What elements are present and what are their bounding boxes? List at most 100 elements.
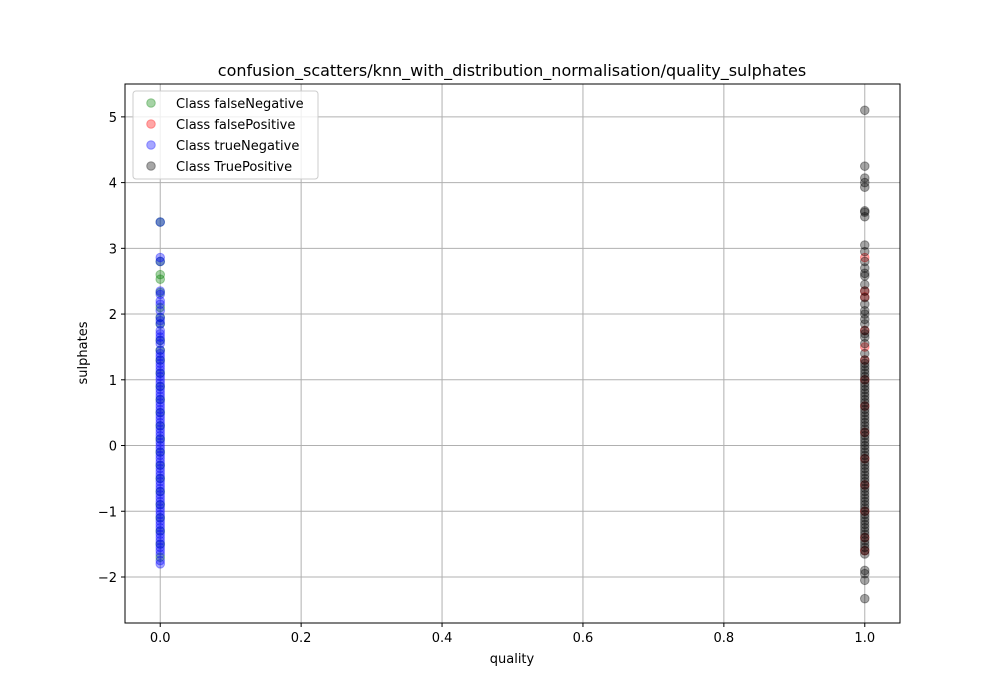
data-point [155,516,166,526]
data-point [859,182,870,192]
data-point [155,424,166,434]
data-point [859,411,870,421]
data-point [155,486,166,497]
data-point [155,552,166,563]
data-point [859,545,870,556]
data-point [859,365,870,375]
data-point [859,325,870,336]
chart-title: confusion_scatters/knn_with_distribution… [218,61,806,81]
y-tick-label: 3 [109,242,117,257]
data-point [859,286,870,296]
data-point [859,401,870,411]
data-point [155,480,166,490]
data-point [155,453,166,464]
data-point [155,355,166,365]
data-point [859,263,870,273]
legend-marker [146,161,156,171]
data-point [859,355,870,365]
y-tick-label: −2 [98,571,117,586]
data-point [155,463,166,474]
data-point [859,493,870,503]
data-point [859,381,870,392]
data-point [155,381,166,392]
data-point [155,397,166,408]
data-point [155,529,166,540]
data-point [155,539,166,549]
data-point [155,332,166,342]
data-point [859,401,870,411]
data-point [155,427,166,438]
legend-label: Class TruePositive [176,160,292,175]
data-point [859,490,870,500]
data-point [859,319,870,329]
data-point [155,319,166,329]
data-point [155,368,166,379]
data-point [155,348,166,359]
data-point [859,529,870,540]
data-point [859,539,870,549]
y-tick-label: 4 [109,177,117,192]
data-point [859,473,870,484]
legend-label: Class trueNegative [176,139,299,154]
data-point [155,460,166,471]
data-point [859,424,870,434]
data-point [859,173,870,183]
data-point [155,217,166,227]
data-point [859,355,870,365]
data-point [155,256,166,267]
data-point [859,246,870,257]
data-point [155,302,166,313]
data-point [859,397,870,408]
data-point [155,434,166,444]
data-point [859,522,870,533]
data-point [155,457,166,467]
legend: Class falseNegative Class falsePositive Cl… [132,90,319,180]
data-point [155,289,166,300]
data-point [859,509,870,520]
data-point [859,526,870,536]
data-point [155,555,166,566]
data-point [155,217,166,227]
x-tick-label: 0.6 [573,631,594,646]
data-point [859,394,870,405]
data-point [155,539,166,549]
data-point [155,545,166,556]
data-point [859,292,870,303]
data-point [859,378,870,388]
data-point [155,499,166,510]
y-tick-label: 0 [109,440,117,455]
data-point [859,437,870,448]
data-point [155,493,166,503]
data-point [155,467,166,477]
data-point [155,542,166,553]
data-point [155,421,166,431]
data-point [859,391,870,402]
grid-lines [125,84,900,623]
data-point [155,299,166,310]
data-point [859,384,870,395]
data-point [859,453,870,464]
data-point [155,549,166,559]
data-point [859,314,870,325]
data-point [859,299,870,310]
data-point [859,309,870,319]
y-tick-label: 5 [109,111,117,126]
data-point [155,559,166,569]
data-point [155,473,166,484]
data-point [859,388,870,398]
data-point [155,506,166,517]
data-point [155,394,166,405]
data-point [859,565,870,576]
data-point [859,430,870,441]
data-point [859,542,870,553]
data-point [155,447,166,457]
x-tick-label: 0.8 [714,631,735,646]
legend-marker [146,140,156,150]
data-point [155,490,166,500]
data-point [859,286,870,296]
data-point [859,177,870,188]
data-point [859,271,870,281]
data-point [155,378,166,388]
legend-box [132,90,319,180]
data-point [155,437,166,448]
